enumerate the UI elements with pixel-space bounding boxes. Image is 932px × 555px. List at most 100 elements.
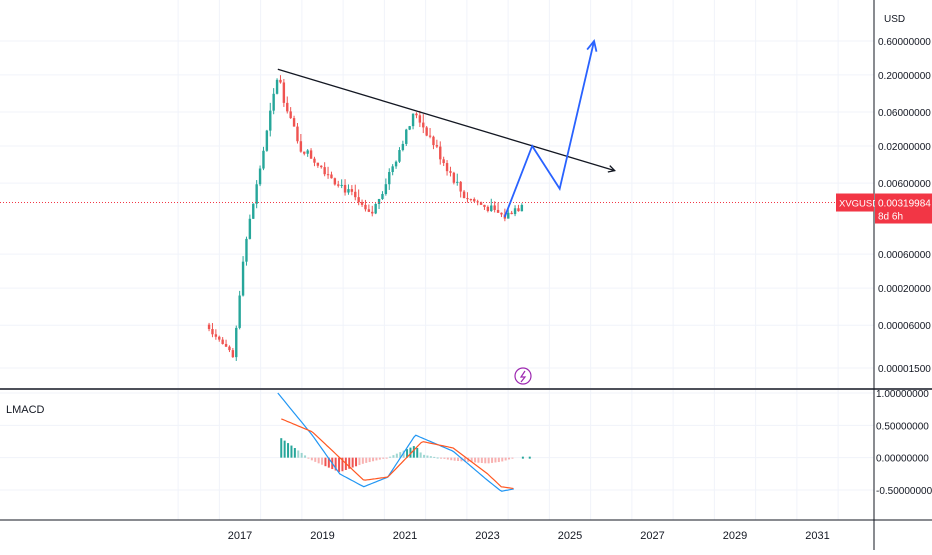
histogram-bar [321, 457, 324, 465]
time-tick-label: 2017 [228, 530, 252, 542]
histogram-bar [419, 452, 422, 458]
histogram-bar [338, 457, 341, 472]
histogram-bar [484, 457, 487, 464]
histogram-bar [385, 457, 388, 459]
projection-path[interactable] [503, 40, 595, 218]
candle-body [435, 145, 439, 147]
price-tick-label: 0.60000000 [878, 37, 931, 48]
candle-body [377, 199, 381, 205]
histogram-bar [280, 438, 283, 458]
candle-body [483, 204, 486, 207]
histogram-bar [378, 457, 381, 460]
candle-body [221, 339, 224, 344]
histogram-bar [372, 457, 375, 462]
candle-body [411, 113, 415, 127]
candle-body [275, 79, 279, 94]
candle-body [296, 126, 299, 142]
candle-body [490, 205, 493, 212]
histogram-bar [416, 447, 419, 458]
candle-body [207, 324, 211, 330]
price-layer [0, 75, 874, 361]
candle-body [323, 167, 326, 175]
candle-body [428, 135, 432, 137]
candle-body [442, 159, 445, 164]
time-tick-label: 2019 [310, 530, 334, 542]
candle-body [449, 171, 452, 173]
projection-arrowhead [586, 38, 598, 52]
candle-body [462, 191, 466, 199]
histogram-bar [423, 454, 426, 458]
candle-body [479, 202, 483, 205]
candle-body [282, 82, 286, 103]
histogram-bar [348, 457, 351, 469]
candle-body [367, 209, 371, 212]
histogram-bar [480, 457, 483, 464]
candle-body [303, 151, 306, 154]
price-tick-label: 0.00020000 [878, 284, 931, 295]
lightning-icon [519, 370, 527, 383]
candle-body [265, 130, 269, 151]
candle-body [357, 197, 360, 203]
time-tick-label: 2027 [640, 530, 664, 542]
candle-body [354, 191, 357, 198]
candle-body [333, 178, 337, 185]
histogram-bar [297, 450, 300, 458]
histogram-bar [474, 457, 477, 463]
trendline[interactable] [277, 68, 615, 172]
histogram-bar [399, 452, 402, 458]
candle-body [418, 115, 422, 123]
candle-body [364, 204, 367, 210]
histogram-bar [491, 457, 494, 463]
candle-body [445, 163, 449, 172]
histogram-bar [365, 457, 368, 463]
price-tick-label: 0.00060000 [878, 250, 931, 261]
event-marker-icon[interactable] [514, 367, 532, 385]
histogram-bar [307, 457, 310, 459]
candle-body [439, 146, 442, 160]
candle-body [350, 189, 354, 192]
symbol-tag [836, 193, 874, 212]
histogram-bar [440, 457, 443, 459]
price-tick-label: 0.20000000 [878, 71, 931, 82]
indicator-layer: LMACD [6, 392, 531, 492]
price-tick-label: 0.06000000 [878, 108, 931, 119]
candle-body [476, 201, 479, 203]
histogram-bar [375, 457, 378, 461]
candle-body [452, 172, 456, 183]
indicator-title: LMACD [6, 404, 45, 416]
histogram-bar [450, 457, 453, 461]
candle-body [388, 172, 391, 185]
histogram-bar [392, 455, 395, 458]
time-tick-label: 2031 [805, 530, 829, 542]
histogram-bar [406, 449, 409, 458]
candle-body [299, 141, 303, 152]
candle-body [466, 198, 469, 200]
histogram-bar [446, 457, 449, 460]
histogram-bar [429, 456, 432, 458]
candle-body [360, 202, 364, 205]
candle-body [306, 150, 309, 154]
candle-body [425, 127, 428, 136]
histogram-bar [521, 456, 524, 459]
histogram-bar [395, 453, 398, 458]
currency-label[interactable]: USD [884, 14, 905, 25]
histogram-bar [409, 447, 412, 458]
candle-body [245, 238, 248, 262]
indicator-tick-label: 0.00000000 [876, 454, 929, 465]
candle-body [289, 111, 292, 119]
histogram-bar [314, 457, 317, 462]
histogram-bar [453, 457, 456, 461]
histogram-bar [511, 457, 514, 459]
candle-body [313, 158, 316, 163]
candle-body [473, 199, 476, 202]
candle-body [510, 212, 513, 215]
time-tick-label: 2021 [393, 530, 417, 542]
candle-body [432, 136, 435, 146]
candle-body [391, 166, 394, 173]
candle-body [500, 212, 503, 215]
histogram-bar [463, 457, 466, 462]
histogram-bar [426, 455, 429, 458]
candle-body [262, 150, 265, 169]
